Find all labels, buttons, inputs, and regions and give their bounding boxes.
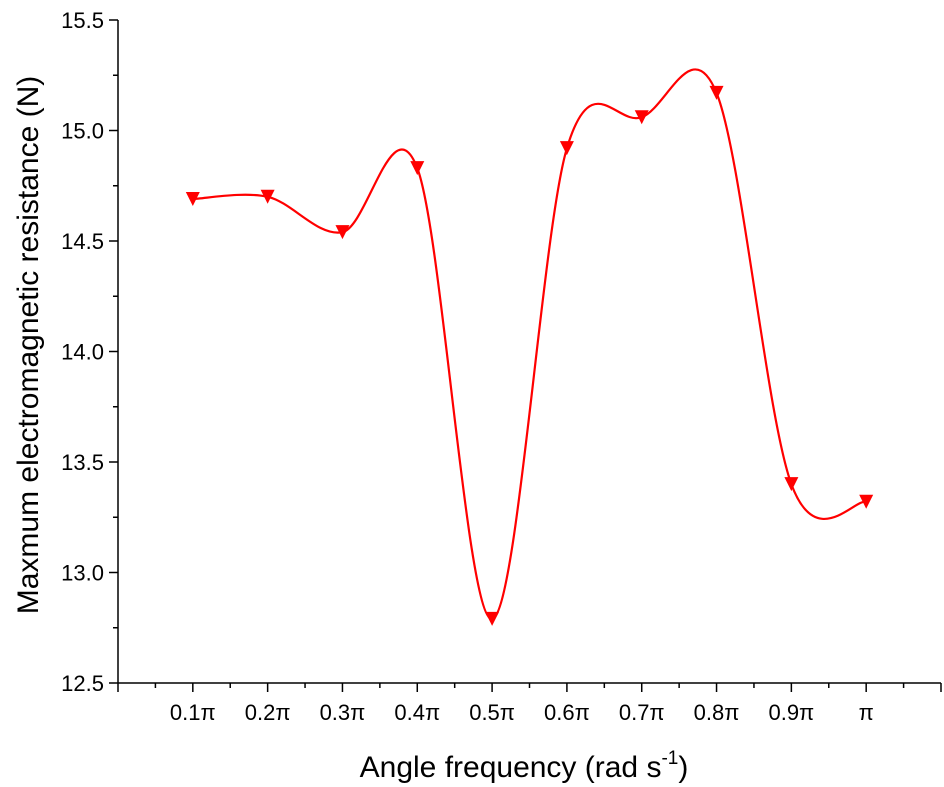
y-tick-label: 15.0 — [61, 119, 104, 144]
x-tick-label: 0.1π — [170, 700, 216, 725]
x-tick-label: 0.9π — [768, 700, 814, 725]
x-ticks: 0.1π 0.2π 0.3π 0.4π 0.5π 0.6π 0.7π 0.8π 0.9π π — [117, 683, 942, 725]
series-marker — [859, 494, 874, 509]
series-marker — [260, 189, 275, 204]
x-tick-label: 0.5π — [469, 700, 515, 725]
x-tick-label: 0.2π — [245, 700, 291, 725]
y-axis-title: Maxmum electromagnetic resistance (N) — [12, 76, 45, 615]
y-tick-label: 14.0 — [61, 340, 104, 365]
series-marker — [185, 192, 200, 207]
x-axis-title-main: Angle frequency (rad s — [360, 751, 662, 784]
y-tick-label: 13.5 — [61, 450, 104, 475]
series-marker — [634, 110, 649, 125]
y-tick-label: 14.5 — [61, 229, 104, 254]
series-marker — [559, 141, 574, 156]
x-tick-label: 0.6π — [544, 700, 590, 725]
x-axis-title-suffix: ) — [678, 751, 688, 784]
x-axis-title-superscript: -1 — [661, 748, 678, 769]
series-marker — [709, 85, 724, 100]
x-tick-label: π — [859, 700, 874, 725]
series-marker — [410, 161, 425, 176]
series-marker — [485, 611, 500, 626]
x-axis-title: Angle frequency (rad s-1) — [360, 748, 689, 784]
x-tick-label: 0.8π — [694, 700, 740, 725]
series-line — [192, 68, 867, 621]
x-tick-label: 0.4π — [394, 700, 440, 725]
y-tick-label: 12.5 — [61, 671, 104, 696]
series-marker — [335, 225, 350, 240]
y-tick-label: 15.5 — [61, 8, 104, 33]
y-ticks: 12.5 13.0 13.5 14.0 14.5 15.0 15.5 — [61, 8, 118, 696]
x-tick-label: 0.7π — [619, 700, 665, 725]
series-markers — [185, 85, 874, 626]
y-tick-label: 13.0 — [61, 561, 104, 586]
series-marker — [784, 477, 799, 492]
x-tick-label: 0.3π — [320, 700, 366, 725]
axes — [117, 20, 941, 684]
